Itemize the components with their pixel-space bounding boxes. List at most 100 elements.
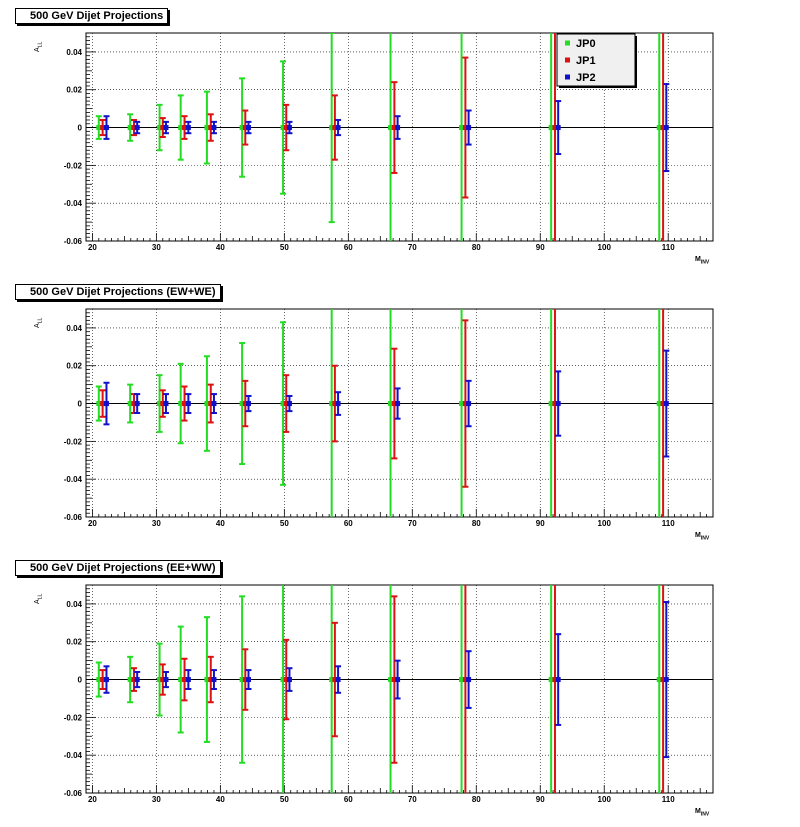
data-point — [388, 401, 394, 407]
series-JP1 — [99, 585, 666, 793]
data-point — [280, 125, 286, 131]
data-point — [656, 677, 662, 683]
data-point — [96, 677, 102, 683]
data-point — [160, 125, 166, 131]
panel-1-title: 500 GeV Dijet Projections — [15, 8, 169, 24]
data-point — [185, 125, 191, 131]
data-point — [466, 677, 472, 683]
data-point — [204, 125, 210, 131]
data-point — [552, 125, 558, 131]
data-point — [211, 677, 217, 683]
legend-marker-JP2 — [565, 74, 570, 80]
x-tick-label: 70 — [408, 519, 417, 528]
legend-label-JP2: JP2 — [576, 72, 596, 84]
x-tick-label: 80 — [472, 795, 481, 804]
y-tick-label: 0 — [78, 400, 83, 409]
data-point — [100, 677, 106, 683]
data-point — [160, 677, 166, 683]
data-point — [103, 125, 109, 131]
data-point — [555, 401, 561, 407]
y-tick-label: -0.02 — [64, 437, 83, 446]
data-point — [163, 677, 169, 683]
data-point — [459, 677, 465, 683]
series-JP2 — [103, 601, 670, 759]
data-point — [660, 677, 666, 683]
data-point — [182, 677, 188, 683]
y-tick-label: 0.04 — [66, 48, 82, 57]
panel-1-y-axis-label: ALL — [34, 41, 44, 52]
x-tick-label: 100 — [598, 795, 612, 804]
panel-1-plot: 20 30 40 50 60 70 80 90 100 110 -0.06 -0.04 -0.02 0 0.… — [64, 32, 714, 252]
data-point — [548, 401, 554, 407]
data-point — [103, 677, 109, 683]
data-point — [466, 401, 472, 407]
data-point — [239, 125, 245, 131]
series-JP1 — [99, 33, 666, 241]
y-tick-label: -0.04 — [64, 751, 83, 760]
data-point — [246, 125, 252, 131]
x-tick-label: 60 — [344, 795, 353, 804]
series-JP0 — [95, 33, 662, 241]
data-point — [280, 677, 286, 683]
x-tick-label: 90 — [536, 795, 545, 804]
data-point — [555, 125, 561, 131]
data-point — [548, 125, 554, 131]
data-point — [208, 125, 214, 131]
x-tick-label: 50 — [280, 795, 289, 804]
x-tick-label: 70 — [408, 243, 417, 252]
x-tick-label: 90 — [536, 519, 545, 528]
data-point — [157, 677, 163, 683]
data-point — [388, 677, 394, 683]
data-point — [96, 401, 102, 407]
x-tick-label: 30 — [152, 519, 161, 528]
panel-3-title: 500 GeV Dijet Projections (EE+WW) — [15, 560, 221, 576]
legend: JP0 JP1 JP2 — [556, 33, 637, 88]
data-point — [552, 401, 558, 407]
data-point — [391, 401, 397, 407]
x-tick-label: 50 — [280, 519, 289, 528]
x-tick-label: 60 — [344, 519, 353, 528]
data-point — [459, 401, 465, 407]
data-point — [286, 401, 292, 407]
data-point — [548, 677, 554, 683]
x-tick-label: 30 — [152, 795, 161, 804]
data-point — [157, 125, 163, 131]
data-point — [204, 401, 210, 407]
data-point — [160, 401, 166, 407]
panel-3-x-axis-label: MINV — [695, 808, 710, 818]
x-tick-label: 40 — [216, 519, 225, 528]
x-tick-label: 20 — [88, 519, 97, 528]
data-point — [388, 125, 394, 131]
data-point — [163, 401, 169, 407]
data-point — [286, 125, 292, 131]
data-point — [208, 677, 214, 683]
data-point — [185, 401, 191, 407]
series-JP0 — [95, 585, 662, 793]
y-tick-label: 0.04 — [66, 600, 82, 609]
data-point — [663, 401, 669, 407]
y-tick-label: -0.04 — [64, 475, 83, 484]
data-point — [462, 125, 468, 131]
data-point — [178, 401, 184, 407]
data-point — [131, 125, 137, 131]
legend-label-JP1: JP1 — [576, 55, 596, 67]
data-point — [100, 401, 106, 407]
y-tick-label: 0 — [78, 676, 83, 685]
data-point — [178, 125, 184, 131]
series-JP2 — [103, 349, 670, 458]
data-point — [283, 125, 289, 131]
x-tick-label: 30 — [152, 243, 161, 252]
y-tick-label: -0.06 — [64, 513, 83, 522]
data-point — [466, 125, 472, 131]
data-point — [239, 677, 245, 683]
x-tick-label: 110 — [662, 795, 675, 804]
legend-marker-JP1 — [565, 57, 570, 63]
data-point — [242, 677, 248, 683]
panel-3-plot: 20 30 40 50 60 70 80 90 100 110 -0.06 -0.04 -0.02 0 0.… — [64, 584, 714, 804]
data-point — [663, 125, 669, 131]
x-tick-label: 110 — [662, 519, 675, 528]
x-tick-label: 100 — [598, 519, 612, 528]
x-tick-label: 70 — [408, 795, 417, 804]
x-tick-label: 100 — [598, 243, 612, 252]
